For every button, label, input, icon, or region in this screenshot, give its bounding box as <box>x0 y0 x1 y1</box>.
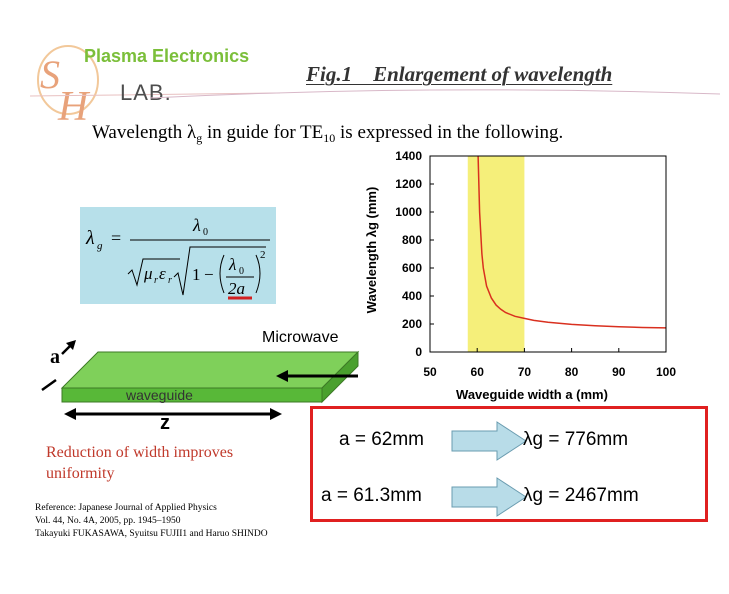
waveguide-label: waveguide <box>126 387 193 403</box>
waveguide-diagram <box>41 340 360 420</box>
x-tick-label: 70 <box>518 365 532 379</box>
guide-wavelength-formula: λ g = λ 0 μ r ε r 1 − λ 0 2a 2 <box>85 215 270 300</box>
y-tick-label: 800 <box>402 233 422 247</box>
uniform-region-highlight <box>467 156 525 352</box>
result-1-output: λg = 776mm <box>523 429 628 451</box>
result-2-output: λg = 2467mm <box>523 485 639 507</box>
subtitle-te-sub: 10 <box>323 131 336 145</box>
result-2-input: a = 61.3mm <box>321 485 422 506</box>
result-2-lambda: λ <box>523 485 533 506</box>
y-tick-label: 1400 <box>395 149 422 163</box>
formula-minus: − <box>204 265 214 284</box>
subtitle-lambda-sub: g <box>196 131 203 145</box>
subtitle-middle: in guide for TE <box>202 122 324 143</box>
reference-line-2: Vol. 44, No. 4A, 2005, pp. 1945–1950 <box>35 516 181 526</box>
formula-lhs: λ <box>85 227 95 249</box>
subtitle-prefix: Wavelength <box>92 122 188 143</box>
width-a-arrow-lower <box>41 378 57 392</box>
subtitle-sentence: Wavelength λg in guide for TE10 is expre… <box>92 122 563 146</box>
y-tick-label: 400 <box>402 289 422 303</box>
formula-box: λ g = λ 0 μ r ε r 1 − λ 0 2a 2 <box>80 207 276 304</box>
microwave-label: Microwave <box>262 329 339 346</box>
plasma-electronics-lab-logo: S H <box>30 45 280 128</box>
length-z-label: z <box>160 412 170 434</box>
width-a-arrowhead <box>66 340 76 350</box>
formula-eps: ε <box>159 264 166 283</box>
subtitle-suffix: is expressed in the following. <box>335 122 564 143</box>
x-axis-label: Waveguide width a (mm) <box>456 387 608 402</box>
result-2-arrow-icon <box>451 477 527 517</box>
plot-frame <box>429 155 667 353</box>
y-tick-label: 1000 <box>395 205 422 219</box>
guide-wavelength-curve <box>477 155 667 329</box>
figure-title: Fig.1 Enlargement of wavelength <box>306 62 613 86</box>
formula-eps-sub: r <box>168 275 172 286</box>
microwave-arrowhead <box>276 370 288 382</box>
x-tick-label: 90 <box>612 365 626 379</box>
length-z-arrowhead-right <box>270 408 282 420</box>
formula-power: 2 <box>260 249 266 261</box>
logo-lab-text: LAB. <box>120 80 172 105</box>
formula-mu: μ <box>143 264 153 283</box>
y-axis-label: Wavelength λg (mm) <box>364 187 379 314</box>
result-1-lambda: λ <box>523 429 533 450</box>
result-2-value: g = 2467mm <box>532 485 639 506</box>
formula-inner-denominator: 2a <box>228 279 245 298</box>
formula-inner-sqrt <box>173 246 266 296</box>
formula-outer-sqrt <box>127 258 180 287</box>
subtitle-lambda: λ <box>187 122 197 143</box>
uniformity-note: Reduction of width improves uniformity <box>46 444 234 482</box>
x-tick-label: 60 <box>471 365 485 379</box>
formula-left-paren <box>219 254 225 294</box>
formula-right-paren <box>255 254 261 294</box>
logo-brand-text: Plasma Electronics <box>84 46 250 66</box>
formula-numerator-sub: 0 <box>203 227 208 238</box>
svg-text:H: H <box>57 84 91 128</box>
x-tick-label: 100 <box>656 365 676 379</box>
formula-numerator: λ <box>192 215 201 235</box>
reference-block: Reference: Japanese Journal of Applied P… <box>35 502 335 541</box>
x-tick-label: 80 <box>565 365 579 379</box>
formula-equals: = <box>111 228 121 248</box>
result-box: a = 62mm λg = 776mm a = 61.3mm λg = 2467… <box>310 406 708 522</box>
formula-inner-numerator: λ <box>228 255 236 274</box>
svg-text:S: S <box>40 52 60 97</box>
result-1-input: a = 62mm <box>339 429 425 450</box>
x-tick-label: 50 <box>423 365 437 379</box>
formula-mu-sub: r <box>154 275 158 286</box>
x-axis-ticks: 50 60 70 80 90 100 <box>423 348 676 379</box>
formula-inner-numerator-sub: 0 <box>239 266 244 277</box>
reference-line-3: Takayuki FUKASAWA, Syuitsu FUJII1 and Ha… <box>35 529 268 539</box>
y-axis-ticks: 0 200 400 600 800 1000 1200 1400 <box>395 149 434 359</box>
y-tick-label: 0 <box>415 345 422 359</box>
reference-line-1: Reference: Japanese Journal of Applied P… <box>35 503 217 513</box>
formula-lhs-sub: g <box>97 240 103 252</box>
header-divider <box>150 89 720 99</box>
y-tick-label: 200 <box>402 317 422 331</box>
width-a-label: a <box>50 346 60 368</box>
y-tick-label: 600 <box>402 261 422 275</box>
result-1-value: g = 776mm <box>532 429 629 450</box>
formula-one: 1 <box>192 265 201 284</box>
length-z-arrowhead-left <box>64 408 76 420</box>
y-tick-label: 1200 <box>395 177 422 191</box>
waveguide-top-face <box>60 351 360 389</box>
result-1-arrow-icon <box>451 421 527 461</box>
